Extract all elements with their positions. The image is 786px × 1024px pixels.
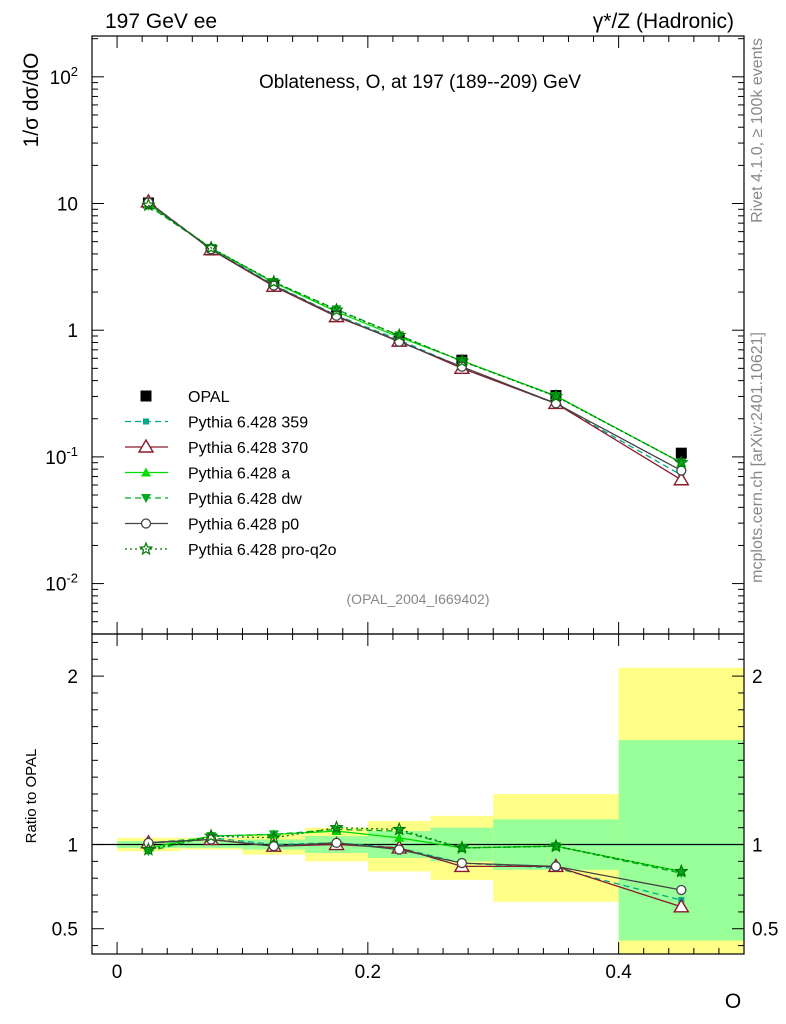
point-pq2o-4 <box>391 327 407 342</box>
ratio-point-pp0-4 <box>394 844 405 855</box>
y-tick-label: 1 <box>67 321 78 342</box>
legend: OPAL Pythia 6.428 359 Pythia 6.428 370 Pyth… <box>125 389 337 559</box>
ratio-point-pq2o-3 <box>329 820 344 834</box>
legend-item-pq2o: Pythia 6.428 pro-q2o <box>125 541 337 559</box>
ratio-series-pq2o <box>141 820 689 878</box>
ratio-line-pdw <box>148 828 682 874</box>
ratio-y-tick-label: 0.5 <box>52 920 78 941</box>
legend-label-p370: Pythia 6.428 370 <box>188 440 308 457</box>
energy-label: 197 GeV ee <box>105 10 217 33</box>
legend-marker-pq2o <box>138 541 154 556</box>
ratio-point-pa-4 <box>394 832 405 842</box>
x-tick-label: 0 <box>112 962 123 983</box>
point-p370-7 <box>673 471 690 486</box>
y-tick-label: 102 <box>50 64 78 89</box>
ratio-point-pq2o-4 <box>391 821 407 836</box>
ratio-point-pq2o-0 <box>141 841 156 856</box>
legend-marker-p359 <box>143 418 149 425</box>
legend-item-pa: Pythia 6.428 a <box>125 466 290 483</box>
series-line-pp0 <box>148 201 682 472</box>
main-title: Oblateness, O, at 197 (189--209) GeV <box>259 72 581 93</box>
legend-label-data: OPAL <box>188 389 230 406</box>
series-p359 <box>145 199 685 478</box>
main-ylabel: 1/σ dσ/dO <box>20 53 43 148</box>
ratio-line-pp0 <box>148 838 682 891</box>
x-tick-label: 0.2 <box>355 962 381 983</box>
point-pq2o-3 <box>329 302 344 317</box>
ratio-y-tick-label-right: 0.5 <box>752 920 778 941</box>
series-line-p370 <box>148 201 682 481</box>
legend-item-p370: Pythia 6.428 370 <box>125 438 308 457</box>
legend-marker-data <box>140 390 152 402</box>
legend-label-pp0: Pythia 6.428 p0 <box>188 517 299 534</box>
point-pq2o-1 <box>203 240 219 255</box>
x-tick-label: 0.4 <box>605 962 632 983</box>
legend-label-pq2o: Pythia 6.428 pro-q2o <box>188 542 337 559</box>
legend-marker-pp0 <box>140 518 152 529</box>
ratio-point-pp0-3 <box>331 837 342 848</box>
point-pq2o-7 <box>674 455 689 469</box>
series-line-pdw <box>148 205 682 464</box>
x-axis-label: O <box>725 990 741 1013</box>
ratio-point-pp0-7 <box>676 884 687 896</box>
ratio-point-pq2o-6 <box>548 838 564 853</box>
point-data-7 <box>675 447 687 459</box>
legend-label-pdw: Pythia 6.428 dw <box>188 491 302 508</box>
ratio-point-pq2o-5 <box>454 840 470 855</box>
ratio-series <box>140 820 690 913</box>
point-pp0-7 <box>676 465 687 476</box>
legend-marker-pa <box>141 467 151 477</box>
ratio-y-tick-label: 2 <box>67 667 78 688</box>
ratio-point-pp0-2 <box>268 841 279 852</box>
process-label: γ*/Z (Hadronic) <box>593 10 734 33</box>
series-line-p359 <box>148 201 682 476</box>
main-series <box>140 193 690 486</box>
ratio-y-tick-label-right: 2 <box>752 667 763 688</box>
ratio-ylabel: Ratio to OPAL <box>23 749 40 844</box>
ratio-bands <box>92 667 744 954</box>
point-pq2o-2 <box>266 274 282 289</box>
ratio-line-pq2o <box>148 827 682 873</box>
ratio-line-p359 <box>148 837 682 901</box>
ratio-ticks: 0.5 0.5 1 1 2 2 0 0.2 0.4 <box>52 634 778 983</box>
ratio-point-pq2o-7 <box>674 863 689 878</box>
mcplots-label: mcplots.cern.ch [arXiv:2401.10621] <box>749 332 766 583</box>
legend-item-data: OPAL <box>140 389 230 406</box>
ratio-point-pq2o-2 <box>266 830 282 844</box>
point-pq2o-5 <box>454 353 470 368</box>
legend-label-p359: Pythia 6.428 359 <box>188 415 308 432</box>
point-pq2o-0 <box>141 197 156 212</box>
legend-marker-p370 <box>137 438 155 453</box>
ratio-series-pp0 <box>143 834 687 896</box>
ratio-point-pp0-5 <box>456 857 468 869</box>
legend-marker-pdw <box>141 494 151 503</box>
rivet-label: Rivet 4.1.0, ≥ 100k events <box>749 38 766 223</box>
ratio-point-pq2o-1 <box>203 828 219 843</box>
y-tick-label: 10-2 <box>45 571 78 596</box>
y-tick-label: 10 <box>57 195 78 216</box>
series-pq2o <box>141 197 689 469</box>
ratio-y-tick-label-right: 1 <box>752 836 763 857</box>
main-ticks: 10-2 10-1 1 10 102 <box>45 36 745 635</box>
ratio-point-pp0-6 <box>550 861 562 872</box>
legend-item-p359: Pythia 6.428 359 <box>125 415 308 432</box>
legend-label-pa: Pythia 6.428 a <box>188 466 290 483</box>
ratio-point-p370-7 <box>673 898 690 913</box>
legend-item-pdw: Pythia 6.428 dw <box>125 491 302 508</box>
y-tick-label: 10-1 <box>45 444 78 469</box>
analysis-watermark: (OPAL_2004_I669402) <box>347 591 490 607</box>
ratio-y-tick-label: 1 <box>67 836 78 857</box>
point-pq2o-6 <box>548 388 564 403</box>
legend-item-pp0: Pythia 6.428 p0 <box>125 517 299 534</box>
ratio-point-pdw-2 <box>268 830 279 840</box>
